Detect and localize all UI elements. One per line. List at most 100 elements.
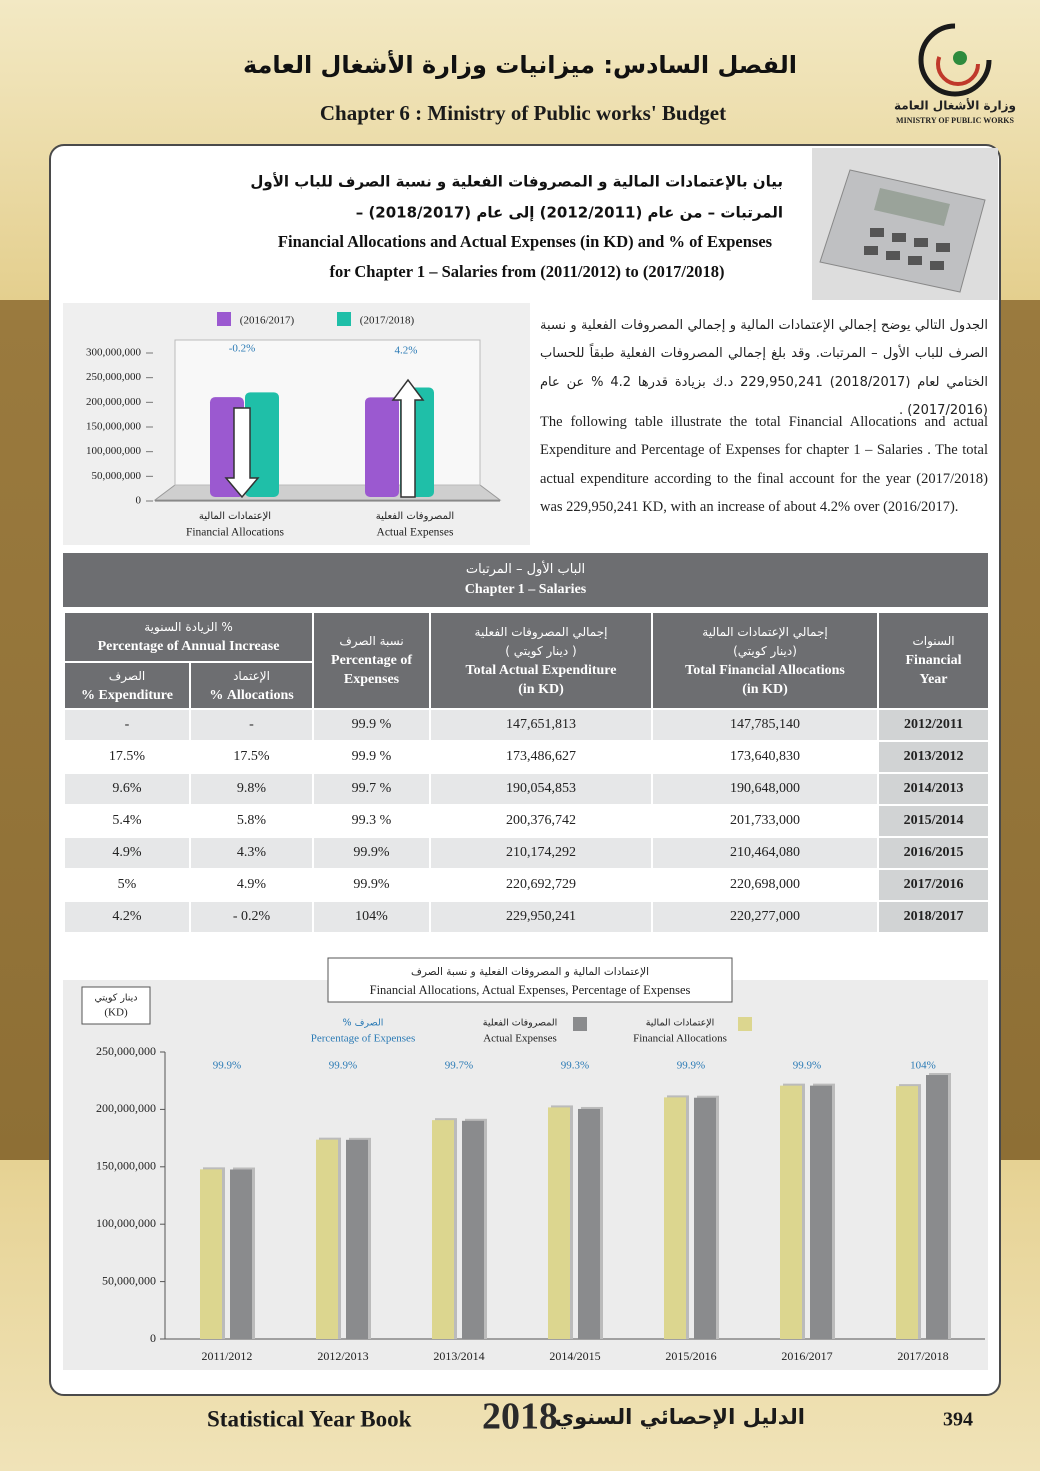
legend-label: Actual Expenses <box>483 1033 557 1045</box>
header-text: Financial <box>905 653 962 668</box>
calculator-photo <box>812 148 998 300</box>
table-cell: 99.9 % <box>312 708 432 742</box>
table-row: 2014/2013 190,648,000 190,054,853 99.7 % 9.8… <box>62 772 991 806</box>
y-tick-label: 100,000,000 <box>86 445 142 457</box>
legend-label-ar: الإعتمادات المالية <box>646 1018 715 1029</box>
subheader-row: الإعتماد Allocations % الصرف Expenditure % <box>62 661 989 710</box>
legend-label-ar: % الصرف <box>343 1018 384 1029</box>
value-label: 104% <box>910 1060 936 1072</box>
table-cell: 99.9% <box>312 836 432 870</box>
unit-label: (KD) <box>104 1007 128 1019</box>
table-cell: 147,651,813 <box>429 708 654 742</box>
chart-title-ar: الإعتمادات المالية و المصروفات الفعلية و… <box>411 966 649 978</box>
table-cell: 17.5% <box>62 740 192 774</box>
table-cell: - <box>62 708 192 742</box>
logo <box>918 23 992 97</box>
header-text: (دينار كويتي) <box>733 643 797 658</box>
y-tick-label: 200,000,000 <box>96 1101 156 1115</box>
table-cell: 99.7 % <box>312 772 432 806</box>
chart-title-box <box>327 957 733 1003</box>
header-text: Allocations % <box>209 687 294 703</box>
header-text: Expenses <box>343 672 400 687</box>
y-tick-label: 200,000,000 <box>86 396 142 408</box>
y-tick-label: 150,000,000 <box>86 421 142 433</box>
table-row: 2013/2012 173,640,830 173,486,627 99.9 % 17.… <box>62 740 991 774</box>
x-tick-label: 2015/2016 <box>665 1349 716 1363</box>
paragraph-ar: الجدول التالي يوضح إجمالي الإعتمادات الم… <box>540 318 988 419</box>
table-cell: 200,376,742 <box>429 804 654 838</box>
x-tick-label: 2016/2017 <box>781 1349 832 1363</box>
page-number: 394 <box>943 1409 973 1431</box>
legend-swatch <box>573 1017 587 1031</box>
header-text: (in KD) <box>518 681 564 697</box>
table-cell: 9.6% <box>62 772 192 806</box>
header-text: % الزيادة السنوية <box>144 620 233 634</box>
table-cell: 99.9% <box>312 868 432 902</box>
bar <box>578 1108 600 1339</box>
table-row: 2015/2014 201,733,000 200,376,742 99.3 % 5.8… <box>62 804 991 838</box>
table-cell: 4.3% <box>189 836 315 870</box>
footer-title-en: Statistical Year Book <box>207 1406 412 1431</box>
bar <box>896 1086 918 1339</box>
year-cell: 2013/2012 <box>877 740 991 774</box>
legend-swatch <box>337 312 351 326</box>
table-cell: 99.3 % <box>312 804 432 838</box>
bar <box>245 392 279 497</box>
y-tick-label: 300,000,000 <box>86 347 142 359</box>
header-text: إجمالي الإعتمادات المالية <box>702 624 828 639</box>
legend-label: Percentage of Expenses <box>311 1033 415 1045</box>
legend-swatch <box>217 312 231 326</box>
bar <box>230 1169 252 1339</box>
bar <box>664 1097 686 1339</box>
table-cell: 147,785,140 <box>651 708 880 742</box>
bar <box>432 1120 454 1339</box>
x-tick-label: 2012/2013 <box>317 1349 368 1363</box>
annotation: 4.2% <box>395 345 418 357</box>
y-tick-label: 50,000,000 <box>92 470 142 482</box>
logo-text-ar: وزارة الأشغال العامة <box>894 98 1016 114</box>
legend-label: (2017/2018) <box>360 315 415 327</box>
table-cell: 17.5% <box>189 740 315 774</box>
x-tick-label: 2011/2012 <box>202 1349 253 1363</box>
y-tick-label: 0 <box>136 495 142 507</box>
y-tick-label: 0 <box>150 1331 156 1345</box>
footer-year: 2018 <box>482 1396 558 1438</box>
table-cell: 173,486,627 <box>429 740 654 774</box>
legend-label: Financial Allocations <box>633 1033 727 1045</box>
paragraph-en: The following table illustrate the total… <box>540 414 988 516</box>
value-label: 99.7% <box>445 1060 473 1072</box>
bar <box>548 1107 570 1339</box>
table-cell: 229,950,241 <box>429 900 654 934</box>
header-title-ar: الفصل السادس: ميزانيات وزارة الأشغال الع… <box>243 50 797 79</box>
bar <box>365 397 399 497</box>
header-cell: إجمالي المصروفات الفعلية ( دينار كويتي ) T… <box>429 611 654 710</box>
header-text: Percentage of <box>331 653 412 668</box>
header-text: إجمالي المصروفات الفعلية <box>474 624 608 639</box>
bar <box>694 1097 716 1339</box>
header-text: الصرف <box>108 668 146 683</box>
year-cell: 2012/2011 <box>877 708 991 742</box>
bar <box>926 1075 948 1339</box>
table-row: 2016/2015 210,464,080 210,174,292 99.9% 4.3%… <box>62 836 991 870</box>
year-cell: 2016/2015 <box>877 836 991 870</box>
legend-label: (2016/2017) <box>240 315 295 327</box>
table-cell: - 0.2% <box>189 900 315 934</box>
bar <box>810 1085 832 1339</box>
header-text: Percentage of Annual Increase <box>97 639 280 654</box>
box-title-en: Financial Allocations and Actual Expense… <box>278 232 773 251</box>
header-cell: نسبة الصرف Percentage of Expenses <box>312 611 432 710</box>
header-cell: % الزيادة السنوية Percentage of Annual In… <box>62 611 315 663</box>
chart-title: Financial Allocations, Actual Expenses, … <box>370 983 691 997</box>
header-row: السنوات Financial Year إجمالي الإعتمادات ال… <box>62 611 991 710</box>
table-cell: 210,174,292 <box>429 836 654 870</box>
value-label: 99.9% <box>677 1060 705 1072</box>
header-text: Expenditure % <box>81 687 173 703</box>
table-cell: 99.9 % <box>312 740 432 774</box>
y-tick-label: 250,000,000 <box>96 1044 156 1058</box>
box-title-ar: – المرتبات – من عام (2012/2011) إلى عام … <box>356 204 783 222</box>
x-tick-label: 2013/2014 <box>433 1349 484 1363</box>
category-label: Actual Expenses <box>377 527 454 539</box>
x-tick-label: 2014/2015 <box>549 1349 600 1363</box>
table-cell: 173,640,830 <box>651 740 880 774</box>
arrow-down <box>224 407 260 499</box>
